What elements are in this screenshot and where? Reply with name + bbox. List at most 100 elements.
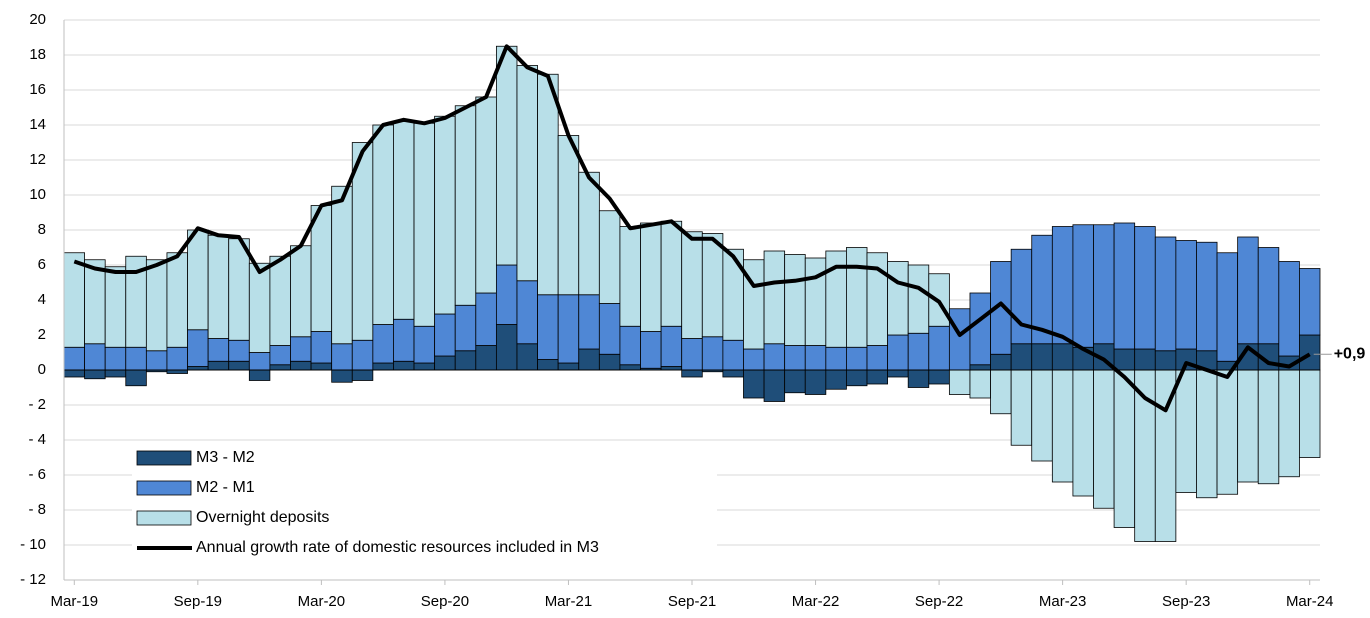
bar bbox=[63, 252, 85, 348]
x-tick-label: Mar-20 bbox=[298, 593, 346, 610]
bar bbox=[784, 345, 806, 371]
bar bbox=[413, 362, 436, 371]
bar bbox=[907, 264, 930, 334]
bar bbox=[969, 369, 991, 399]
bar bbox=[557, 362, 580, 371]
bar bbox=[413, 325, 436, 364]
x-tick-label: Sep-20 bbox=[421, 593, 469, 610]
bar bbox=[84, 259, 106, 345]
bar bbox=[207, 234, 230, 339]
bar bbox=[1031, 369, 1053, 462]
x-tick-label: Mar-24 bbox=[1286, 593, 1334, 610]
x-tick-label: Sep-22 bbox=[915, 593, 963, 610]
bar bbox=[681, 369, 703, 378]
x-tick-label: Sep-19 bbox=[174, 593, 222, 610]
y-tick-label: 12 bbox=[29, 151, 46, 168]
y-tick-label: 4 bbox=[38, 291, 46, 308]
bar bbox=[331, 185, 353, 345]
bar bbox=[537, 73, 559, 296]
bar bbox=[948, 308, 971, 371]
bar bbox=[63, 369, 85, 378]
bar bbox=[537, 359, 559, 371]
bar bbox=[434, 115, 456, 315]
bar bbox=[1216, 369, 1239, 495]
bar bbox=[207, 338, 230, 362]
bar bbox=[1051, 343, 1074, 371]
bar bbox=[228, 360, 250, 371]
bar bbox=[1237, 369, 1259, 483]
bar bbox=[125, 369, 147, 387]
bar bbox=[1113, 369, 1136, 528]
bar bbox=[1196, 241, 1218, 352]
bar bbox=[598, 303, 621, 355]
bar bbox=[681, 231, 703, 339]
bar bbox=[84, 343, 106, 371]
bar bbox=[557, 135, 580, 296]
bar bbox=[351, 339, 374, 371]
bar bbox=[846, 346, 868, 371]
bar bbox=[887, 369, 909, 378]
bar bbox=[1278, 261, 1300, 357]
bar bbox=[619, 364, 641, 371]
legend-swatch bbox=[136, 450, 192, 466]
bar bbox=[701, 233, 724, 338]
bar bbox=[743, 369, 765, 399]
x-tick-label: Sep-23 bbox=[1162, 593, 1210, 610]
bar bbox=[660, 325, 683, 367]
bar bbox=[907, 332, 930, 371]
line bbox=[73, 44, 1311, 413]
data-label: +0,9 bbox=[1334, 345, 1366, 362]
bar bbox=[1113, 348, 1136, 371]
bar bbox=[969, 364, 991, 371]
y-tick-label: - 8 bbox=[28, 501, 46, 518]
bar bbox=[1175, 240, 1197, 350]
bar bbox=[1257, 247, 1280, 345]
bar bbox=[907, 369, 930, 388]
bar bbox=[784, 254, 806, 346]
bar bbox=[640, 331, 662, 369]
bar bbox=[495, 324, 518, 371]
y-tick-label: - 4 bbox=[28, 431, 46, 448]
bar bbox=[763, 369, 786, 402]
legend-box bbox=[132, 443, 717, 563]
bar bbox=[269, 345, 291, 366]
bar bbox=[1010, 343, 1033, 371]
bar bbox=[1237, 236, 1259, 345]
bar bbox=[1175, 369, 1197, 493]
bar bbox=[1051, 226, 1074, 345]
bar bbox=[619, 226, 641, 327]
bar bbox=[207, 360, 230, 371]
bar bbox=[475, 292, 497, 346]
bar bbox=[1134, 348, 1156, 371]
y-tick-label: 8 bbox=[38, 221, 46, 238]
bar bbox=[1051, 369, 1074, 483]
bar bbox=[1113, 222, 1136, 350]
bar bbox=[104, 369, 127, 378]
bar bbox=[722, 369, 744, 378]
bar bbox=[454, 105, 477, 306]
bar bbox=[722, 248, 744, 341]
bar bbox=[145, 259, 168, 352]
bar bbox=[537, 294, 559, 360]
bar bbox=[1299, 268, 1321, 336]
bar bbox=[393, 121, 415, 320]
bar bbox=[681, 338, 703, 371]
legend-label: Annual growth rate of domestic resources… bbox=[196, 539, 599, 556]
legend-label: M2 - M1 bbox=[196, 479, 255, 496]
bar bbox=[248, 352, 271, 371]
bar bbox=[63, 346, 85, 371]
bar bbox=[310, 362, 333, 371]
bar bbox=[454, 350, 477, 371]
bar bbox=[269, 255, 291, 346]
bar bbox=[701, 336, 724, 371]
bar bbox=[1299, 369, 1321, 458]
bar bbox=[434, 313, 456, 357]
bar bbox=[187, 366, 209, 371]
bar bbox=[1278, 369, 1300, 478]
bar bbox=[125, 346, 147, 371]
legend-label: M3 - M2 bbox=[196, 449, 255, 466]
bar bbox=[1154, 236, 1177, 352]
bar bbox=[578, 294, 600, 350]
bar bbox=[866, 345, 889, 371]
